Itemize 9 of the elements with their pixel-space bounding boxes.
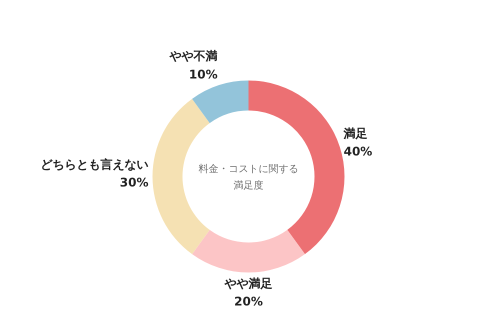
data-label: 10% — [188, 67, 218, 82]
data-label: 40% — [344, 144, 372, 159]
slice-label: どちらとも言えない — [40, 157, 148, 172]
data-label: 30% — [120, 176, 149, 190]
slice-label: 満足 — [342, 126, 368, 140]
text: 料金・コストに関する満足度 — [198, 162, 298, 192]
slice-label: やや満足 — [224, 276, 272, 290]
data-label: 20% — [234, 294, 263, 309]
slice-label: やや不満 — [168, 49, 218, 64]
